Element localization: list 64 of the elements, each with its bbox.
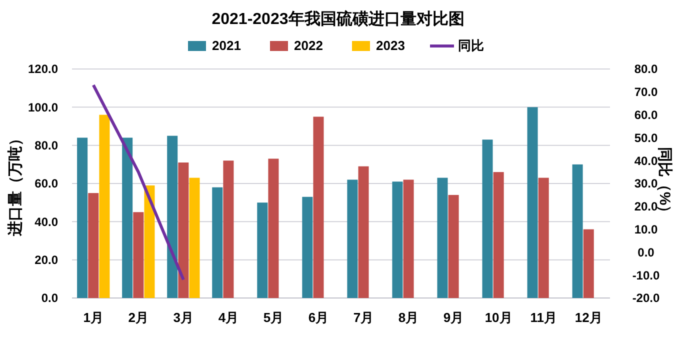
- bar: [347, 180, 358, 298]
- x-tick-label: 1月: [83, 310, 104, 325]
- bar: [257, 202, 268, 298]
- bar: [144, 185, 155, 298]
- y2-tick-label: 20.0: [634, 200, 658, 214]
- bar: [313, 116, 324, 298]
- x-tick-label: 10月: [484, 310, 512, 325]
- x-tick-label: 12月: [574, 310, 602, 325]
- bar: [223, 160, 234, 298]
- legend-label: 2021: [212, 38, 241, 53]
- x-tick-label: 6月: [308, 310, 329, 325]
- y2-tick-label: -10.0: [632, 268, 660, 282]
- x-tick-label: 8月: [398, 310, 419, 325]
- bar: [189, 178, 200, 298]
- y2-tick-label: 50.0: [634, 130, 658, 145]
- y-tick-label: 100.0: [28, 100, 58, 114]
- y-tick-label: 80.0: [34, 138, 58, 153]
- x-tick-label: 2月: [128, 310, 149, 325]
- y2-axis-title: 同比（%）: [656, 146, 673, 220]
- y2-tick-label: 10.0: [634, 222, 658, 236]
- bar: [437, 178, 448, 298]
- bar: [572, 164, 583, 298]
- bar: [167, 136, 178, 298]
- bar: [212, 187, 223, 298]
- bar: [178, 162, 189, 298]
- y2-tick-label: 80.0: [634, 62, 658, 76]
- y2-tick-label: 40.0: [634, 154, 658, 168]
- bar: [99, 114, 110, 298]
- y-tick-label: 40.0: [34, 214, 58, 229]
- bar: [392, 182, 403, 298]
- bar: [122, 138, 133, 298]
- bar: [268, 158, 279, 298]
- y-tick-label: 20.0: [34, 253, 58, 268]
- legend-label: 同比: [458, 38, 484, 53]
- legend-label: 2022: [294, 38, 323, 53]
- bar: [493, 172, 504, 298]
- y2-tick-label: 30.0: [634, 176, 658, 191]
- y2-tick-label: 60.0: [634, 108, 658, 122]
- x-tick-label: 9月: [443, 310, 464, 325]
- x-tick-label: 4月: [218, 310, 239, 325]
- chart-title: 2021-2023年我国硫磺进口量对比图: [212, 10, 464, 28]
- x-tick-label: 3月: [173, 310, 194, 325]
- bar: [133, 212, 144, 298]
- bar: [77, 138, 88, 298]
- y2-tick-label: -20.0: [632, 291, 660, 306]
- bar: [482, 140, 493, 298]
- x-tick-label: 11月: [530, 310, 557, 325]
- bar: [538, 178, 549, 298]
- y-tick-label: 60.0: [34, 176, 58, 191]
- bar: [448, 194, 459, 298]
- bar: [302, 196, 313, 298]
- y2-tick-label: 0.0: [638, 245, 655, 260]
- bar: [88, 193, 99, 298]
- bar: [527, 107, 538, 298]
- y-tick-label: 0.0: [41, 291, 58, 306]
- bar: [358, 166, 369, 298]
- legend-label: 2023: [376, 38, 405, 53]
- bar: [403, 180, 414, 298]
- y-axis-title: 进口量（万吨）: [7, 131, 24, 237]
- x-tick-label: 7月: [353, 310, 374, 325]
- y2-tick-label: 70.0: [634, 85, 658, 100]
- bar: [583, 229, 594, 298]
- y-tick-label: 120.0: [28, 62, 58, 76]
- x-tick-label: 5月: [263, 310, 284, 325]
